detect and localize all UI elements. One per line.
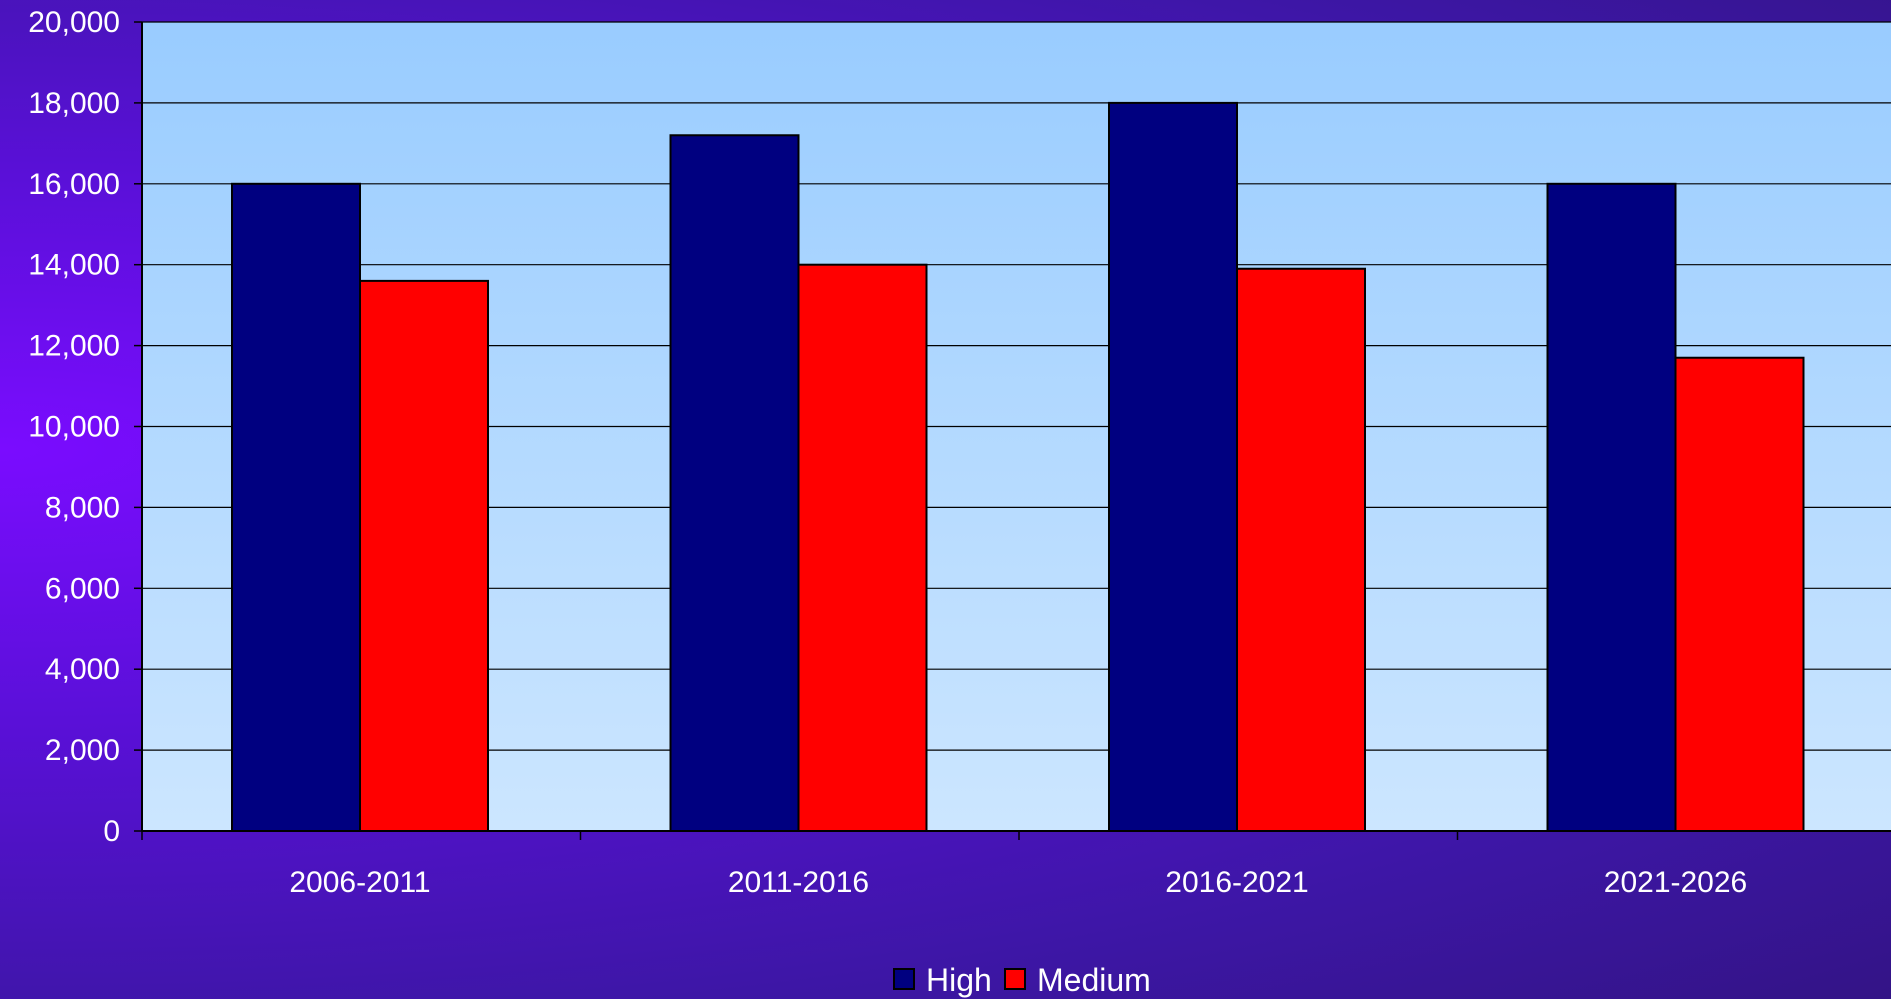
legend: High Medium [893, 962, 1151, 998]
legend-label-medium: Medium [1037, 962, 1151, 998]
y-tick-label: 2,000 [45, 734, 120, 767]
y-tick-label: 0 [103, 815, 120, 848]
bar-medium-2011-2016 [797, 263, 928, 832]
x-tick-label: 2011-2016 [728, 866, 869, 899]
legend-label-high: High [926, 962, 992, 998]
x-tick-label: 2021-2026 [1604, 866, 1747, 899]
bar-high-2006-2011 [231, 182, 361, 833]
legend-swatch-high [893, 968, 915, 990]
legend-swatch-medium [1004, 968, 1026, 990]
y-tick-label: 12,000 [28, 330, 120, 363]
bar-medium-2021-2026 [1674, 356, 1805, 832]
y-tick-label: 14,000 [28, 249, 120, 282]
y-tick-label: 18,000 [28, 87, 120, 120]
bar-medium-2006-2011 [359, 279, 489, 832]
bar-high-2011-2016 [669, 134, 800, 832]
y-tick-label: 20,000 [28, 6, 120, 39]
y-tick-label: 6,000 [45, 572, 120, 605]
x-axis-ticks: 2006-2011 2011-2016 2016-2021 2021-2026 [141, 831, 1747, 899]
y-tick-label: 10,000 [28, 411, 120, 444]
y-tick-label: 8,000 [45, 491, 120, 524]
x-tick-label: 2016-2021 [1165, 866, 1308, 899]
y-tick-label: 4,000 [45, 653, 120, 686]
bar-high-2021-2026 [1546, 182, 1677, 833]
y-axis-ticks: 0 2,000 4,000 6,000 8,000 10,000 12,000 14,000 1… [28, 6, 142, 848]
bar-medium-2016-2021 [1236, 267, 1366, 832]
bars [231, 101, 1805, 833]
bar-high-2016-2021 [1108, 101, 1238, 832]
x-tick-label: 2006-2011 [289, 866, 430, 899]
y-tick-label: 16,000 [28, 168, 120, 201]
